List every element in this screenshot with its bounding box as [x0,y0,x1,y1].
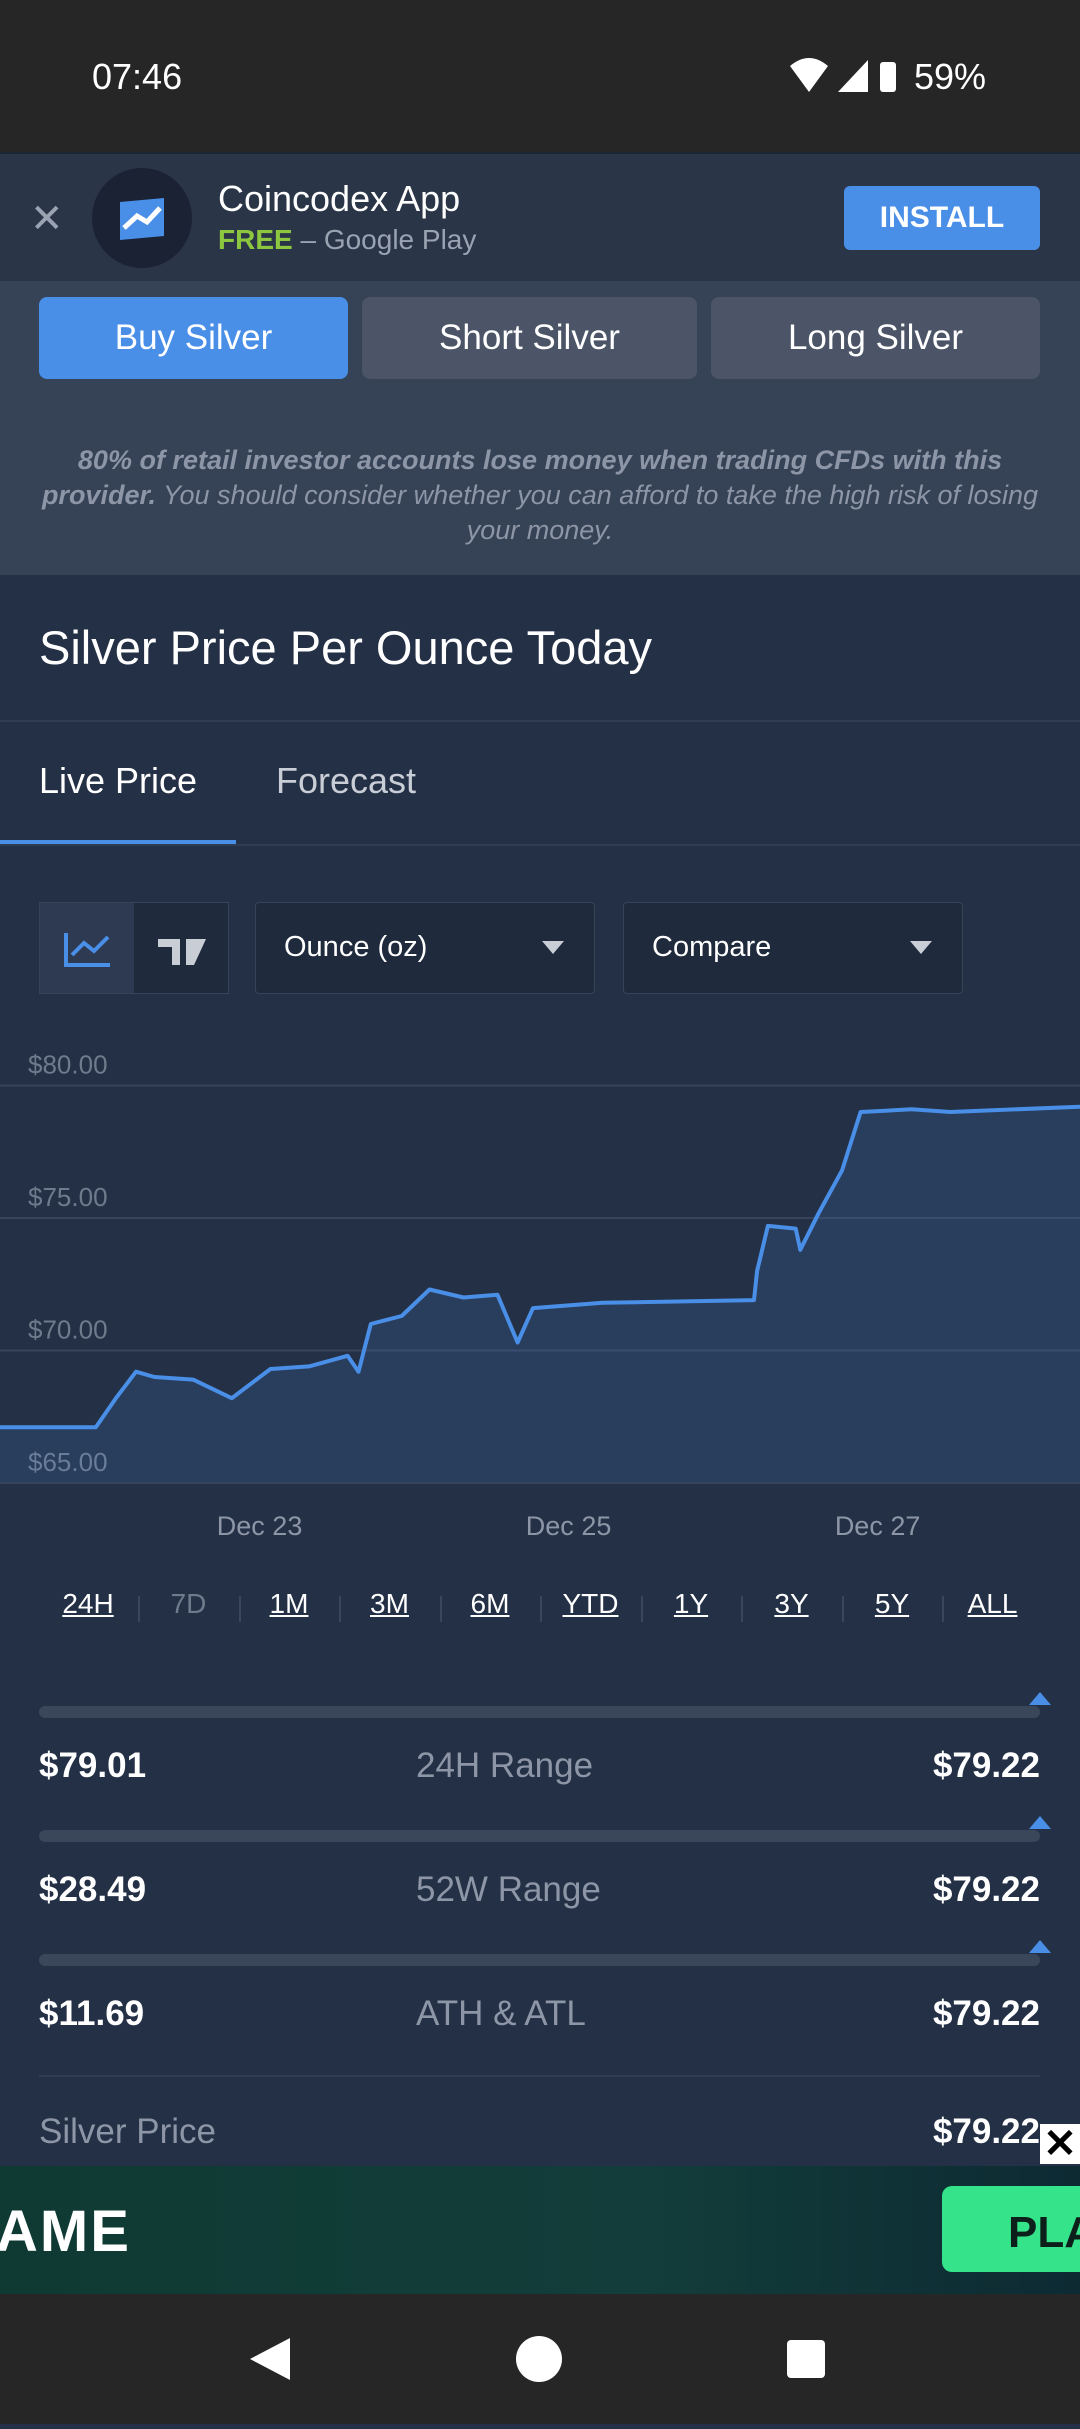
time-range-option[interactable]: 1M [269,1588,309,1619]
separator [640,1596,643,1622]
range-low: $28.49 [39,1870,147,1909]
range-marker [1029,1692,1051,1705]
range-marker [1029,1816,1051,1829]
range-high: $79.22 [932,1870,1040,1909]
separator [138,1596,141,1622]
app-name: Coincodex App [218,178,461,219]
price-line [0,1104,1080,1430]
close-button[interactable]: ✕ [30,197,64,241]
store: – Google Play [300,224,477,255]
y-tick-label: $80.00 [28,1049,108,1079]
time-range-option[interactable]: 6M [470,1588,510,1619]
separator [339,1596,342,1622]
tab-active[interactable]: Live Price [39,760,198,801]
advice: You should consider whether you can affo… [163,480,1039,545]
divider [0,720,1080,722]
range-marker [1029,1940,1051,1953]
x-tick-label: Dec 27 [835,1511,921,1541]
separator [942,1596,945,1622]
range-label: 24H Range [416,1746,594,1785]
time-range-option[interactable]: YTD [562,1588,619,1619]
divider [39,2075,1040,2077]
time-range-option[interactable]: 24H [62,1588,114,1619]
range-bar [39,1830,1040,1842]
time-range-option[interactable]: 5Y [874,1588,910,1619]
select-label: Compare [652,931,772,963]
range-bar [39,1954,1040,1966]
range-high: $79.22 [932,1994,1040,2033]
buy-button[interactable]: Buy Silver [39,297,348,379]
range-bar [39,1706,1040,1718]
page-title: Silver Price Per Ounce Today [39,621,653,674]
divider [0,844,1080,846]
select-label: Ounce (oz) [284,931,428,963]
disclaimer: 80% of retail investor accounts lose mon… [28,443,1052,548]
time-range-option[interactable]: 7D [170,1588,207,1619]
separator [238,1596,241,1622]
y-tick-label: $75.00 [28,1182,108,1212]
warning: 80% of retail investor accounts lose mon… [41,445,1003,510]
back-button[interactable] [250,2338,290,2380]
separator [741,1596,744,1622]
nav-bar [0,2294,1080,2424]
range-low: $11.69 [39,1994,145,2033]
y-tick-label: $70.00 [28,1314,108,1344]
price: FREE [218,224,293,255]
recents-button[interactable] [787,2340,825,2378]
app-banner: ✕ Coincodex App FREE – Google Play INSTA… [0,152,1080,283]
separator [841,1596,844,1622]
separator [540,1596,543,1622]
price-label: Silver Price [39,2112,216,2151]
app-icon [92,168,192,268]
chart-type-toggle [39,902,229,994]
area [0,1106,1080,1483]
tab[interactable]: Forecast [276,760,417,801]
range-label: ATH & ATL [416,1994,586,2033]
battery: 59% [914,56,987,97]
time-range-option[interactable]: 3Y [774,1588,809,1619]
ad-text: AME [0,2199,131,2264]
time-range-option[interactable]: 1Y [673,1588,709,1619]
cta-section: Buy Silver Short Silver Long Silver 80% … [0,281,1080,575]
y-tick-label: $65.00 [28,1447,108,1477]
price-value: $79.22 [932,2112,1040,2151]
x-tick-label: Dec 23 [217,1511,303,1541]
price-chart: $65.00 $70.00 $75.00 $80.00 Dec 23 Dec 25 Dec … [0,1049,1080,1541]
range-low: $79.01 [39,1746,147,1785]
ad-close[interactable]: ✕ [1040,2124,1080,2164]
clock: 07:46 [92,56,183,97]
install-button[interactable]: INSTALL [844,186,1040,250]
status-bar: 07:46 59% [0,0,1080,152]
unit-select[interactable]: Ounce (oz) [255,902,595,994]
range-label: 52W Range [416,1870,601,1909]
compare-select[interactable]: Compare [623,902,963,994]
time-range-option[interactable]: 3M [370,1588,409,1619]
range-high: $79.22 [932,1746,1040,1785]
ad-button: PLA [942,2186,1080,2272]
x-tick-label: Dec 25 [526,1511,612,1541]
bottom-ad[interactable]: AME PLA [0,2166,1080,2294]
tab-indicator [0,840,236,844]
separator [439,1596,442,1622]
short-button[interactable]: Short Silver [362,297,697,379]
app-store: FREE – Google Play [218,224,476,256]
home-button[interactable] [516,2336,562,2382]
status-icons [790,58,896,92]
time-range-option[interactable]: ALL [967,1588,1018,1619]
long-button[interactable]: Long Silver [711,297,1040,379]
